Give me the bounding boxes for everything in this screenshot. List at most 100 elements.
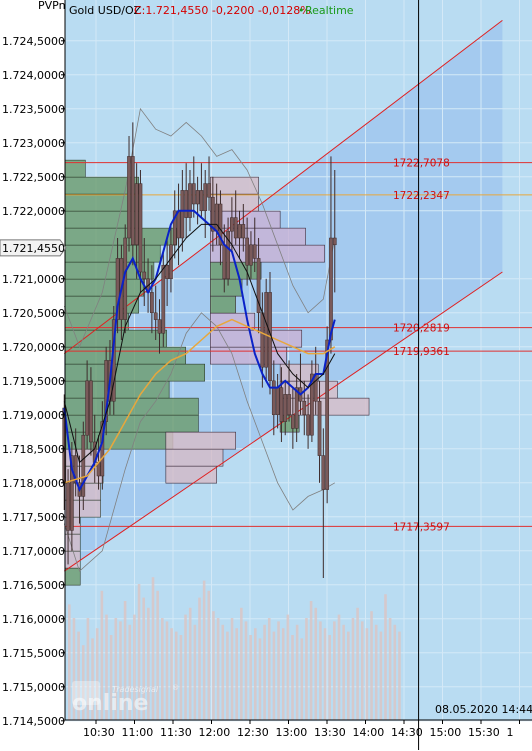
candle-body bbox=[279, 387, 284, 422]
volume-bar bbox=[123, 601, 127, 720]
y-tick-label: 1.719,0000 bbox=[2, 409, 65, 422]
volume-bar bbox=[240, 607, 243, 720]
candle-body bbox=[127, 156, 131, 239]
candle-body bbox=[249, 244, 253, 266]
watermark-mark: ® bbox=[172, 684, 179, 692]
y-tick-label: 1.724,5000 bbox=[2, 35, 65, 48]
candle-body bbox=[329, 237, 333, 341]
volume-bar bbox=[291, 635, 294, 720]
volume-bar bbox=[226, 631, 229, 720]
volume-bar bbox=[202, 580, 206, 720]
session-bar bbox=[279, 363, 319, 382]
candle-body bbox=[66, 482, 70, 531]
candle-body bbox=[271, 380, 276, 416]
volume-bar bbox=[165, 621, 169, 720]
envelope-bands bbox=[63, 107, 336, 572]
volume-bar bbox=[254, 628, 257, 720]
volume-bar bbox=[319, 621, 322, 720]
volume-bar bbox=[170, 628, 173, 720]
volume-bar bbox=[300, 638, 304, 720]
profile-bar bbox=[64, 346, 186, 365]
volume-bar bbox=[370, 611, 373, 720]
last-price-marker bbox=[0, 239, 67, 257]
volume-bar bbox=[137, 584, 141, 720]
candle-body bbox=[241, 224, 246, 239]
volume-bar bbox=[207, 590, 211, 720]
candle-body bbox=[291, 414, 295, 429]
candle-body bbox=[81, 434, 86, 497]
session-bar bbox=[210, 295, 237, 314]
volume-bar bbox=[342, 624, 345, 720]
volume-bar bbox=[161, 618, 164, 720]
candle-body bbox=[256, 258, 261, 314]
candle-body bbox=[203, 183, 208, 212]
volume-bar bbox=[374, 624, 378, 720]
x-tick-label: 15:30 bbox=[468, 726, 500, 739]
corner-label: PVPn bbox=[38, 0, 66, 12]
volume-bar bbox=[81, 645, 85, 720]
watermark-box bbox=[72, 681, 100, 705]
candle-body bbox=[252, 244, 257, 259]
session-bar bbox=[165, 448, 224, 467]
candle-body bbox=[195, 190, 200, 205]
volume-bar bbox=[77, 631, 80, 720]
y-tick-label: 1.722,0000 bbox=[2, 205, 65, 218]
volume-bar bbox=[286, 614, 290, 720]
y-tick-label: 1.720,0000 bbox=[2, 341, 65, 354]
profile-bar bbox=[64, 567, 81, 586]
candle-body bbox=[89, 380, 93, 443]
candle-body bbox=[172, 210, 177, 246]
x-tick-label: 15:00 bbox=[430, 726, 462, 739]
volume-bar bbox=[86, 618, 90, 720]
candle-body bbox=[306, 414, 310, 436]
session-bar bbox=[165, 465, 217, 484]
x-tick-label: 14:00 bbox=[353, 726, 385, 739]
candle-body bbox=[169, 244, 173, 280]
y-tick-label: 1.715,0000 bbox=[2, 681, 65, 694]
volume-bar bbox=[230, 618, 234, 720]
realtime-dot: • bbox=[298, 4, 305, 17]
y-tick-label: 1.722,5000 bbox=[2, 171, 65, 184]
candle-body bbox=[218, 203, 223, 246]
candle-body bbox=[310, 373, 314, 436]
x-tick-label: 13:30 bbox=[314, 726, 346, 739]
candle-body bbox=[237, 224, 242, 239]
volume-bar bbox=[147, 607, 150, 720]
volume-bar bbox=[128, 624, 132, 720]
candle-body bbox=[161, 264, 166, 334]
volume-bar bbox=[333, 621, 336, 720]
horizontal-levels: 1722,7078 1722,2347 1720,2819 1719,9361 1717… bbox=[65, 158, 532, 533]
candle-body bbox=[70, 455, 74, 531]
candle-body bbox=[226, 230, 230, 280]
volume-bar bbox=[114, 618, 118, 720]
candle-body bbox=[115, 258, 120, 320]
channel-lower bbox=[63, 271, 503, 572]
x-tick-label: 10:30 bbox=[83, 726, 115, 739]
y-tick-label: 1.714,5000 bbox=[2, 715, 65, 728]
candle-body bbox=[230, 217, 234, 232]
profile-bar bbox=[64, 227, 178, 246]
y-tick-label: 1.720,5000 bbox=[2, 307, 65, 320]
y-tick-label: 1.716,5000 bbox=[2, 579, 65, 592]
band-upper bbox=[63, 107, 336, 348]
level-label: 1722,2347 bbox=[393, 190, 450, 202]
y-tick-label: 1.717,0000 bbox=[2, 545, 65, 558]
session-bar bbox=[165, 431, 237, 450]
volume-bar bbox=[277, 621, 280, 720]
channel-upper bbox=[63, 20, 503, 354]
volume-bar bbox=[142, 597, 145, 720]
chart-header: Gold USD/OZ C:1.721,4550 -0,2200 -0,0128… bbox=[38, 0, 354, 17]
candle-body bbox=[134, 183, 139, 246]
volume-bar bbox=[151, 577, 155, 720]
volume-bar bbox=[216, 618, 220, 720]
y-axis: 1.724,5000 1.724,0000 1.723,5000 1.723,0000… bbox=[0, 0, 67, 728]
candle-body bbox=[321, 455, 326, 490]
candle-body bbox=[207, 183, 211, 198]
volume-bar bbox=[119, 621, 122, 720]
candle-body bbox=[294, 387, 299, 429]
profile-bar bbox=[64, 431, 174, 450]
symbol-label: Gold USD/OZ bbox=[69, 4, 142, 17]
y-tick-label: 1.724,0000 bbox=[2, 69, 65, 82]
volume-bar bbox=[109, 635, 113, 720]
